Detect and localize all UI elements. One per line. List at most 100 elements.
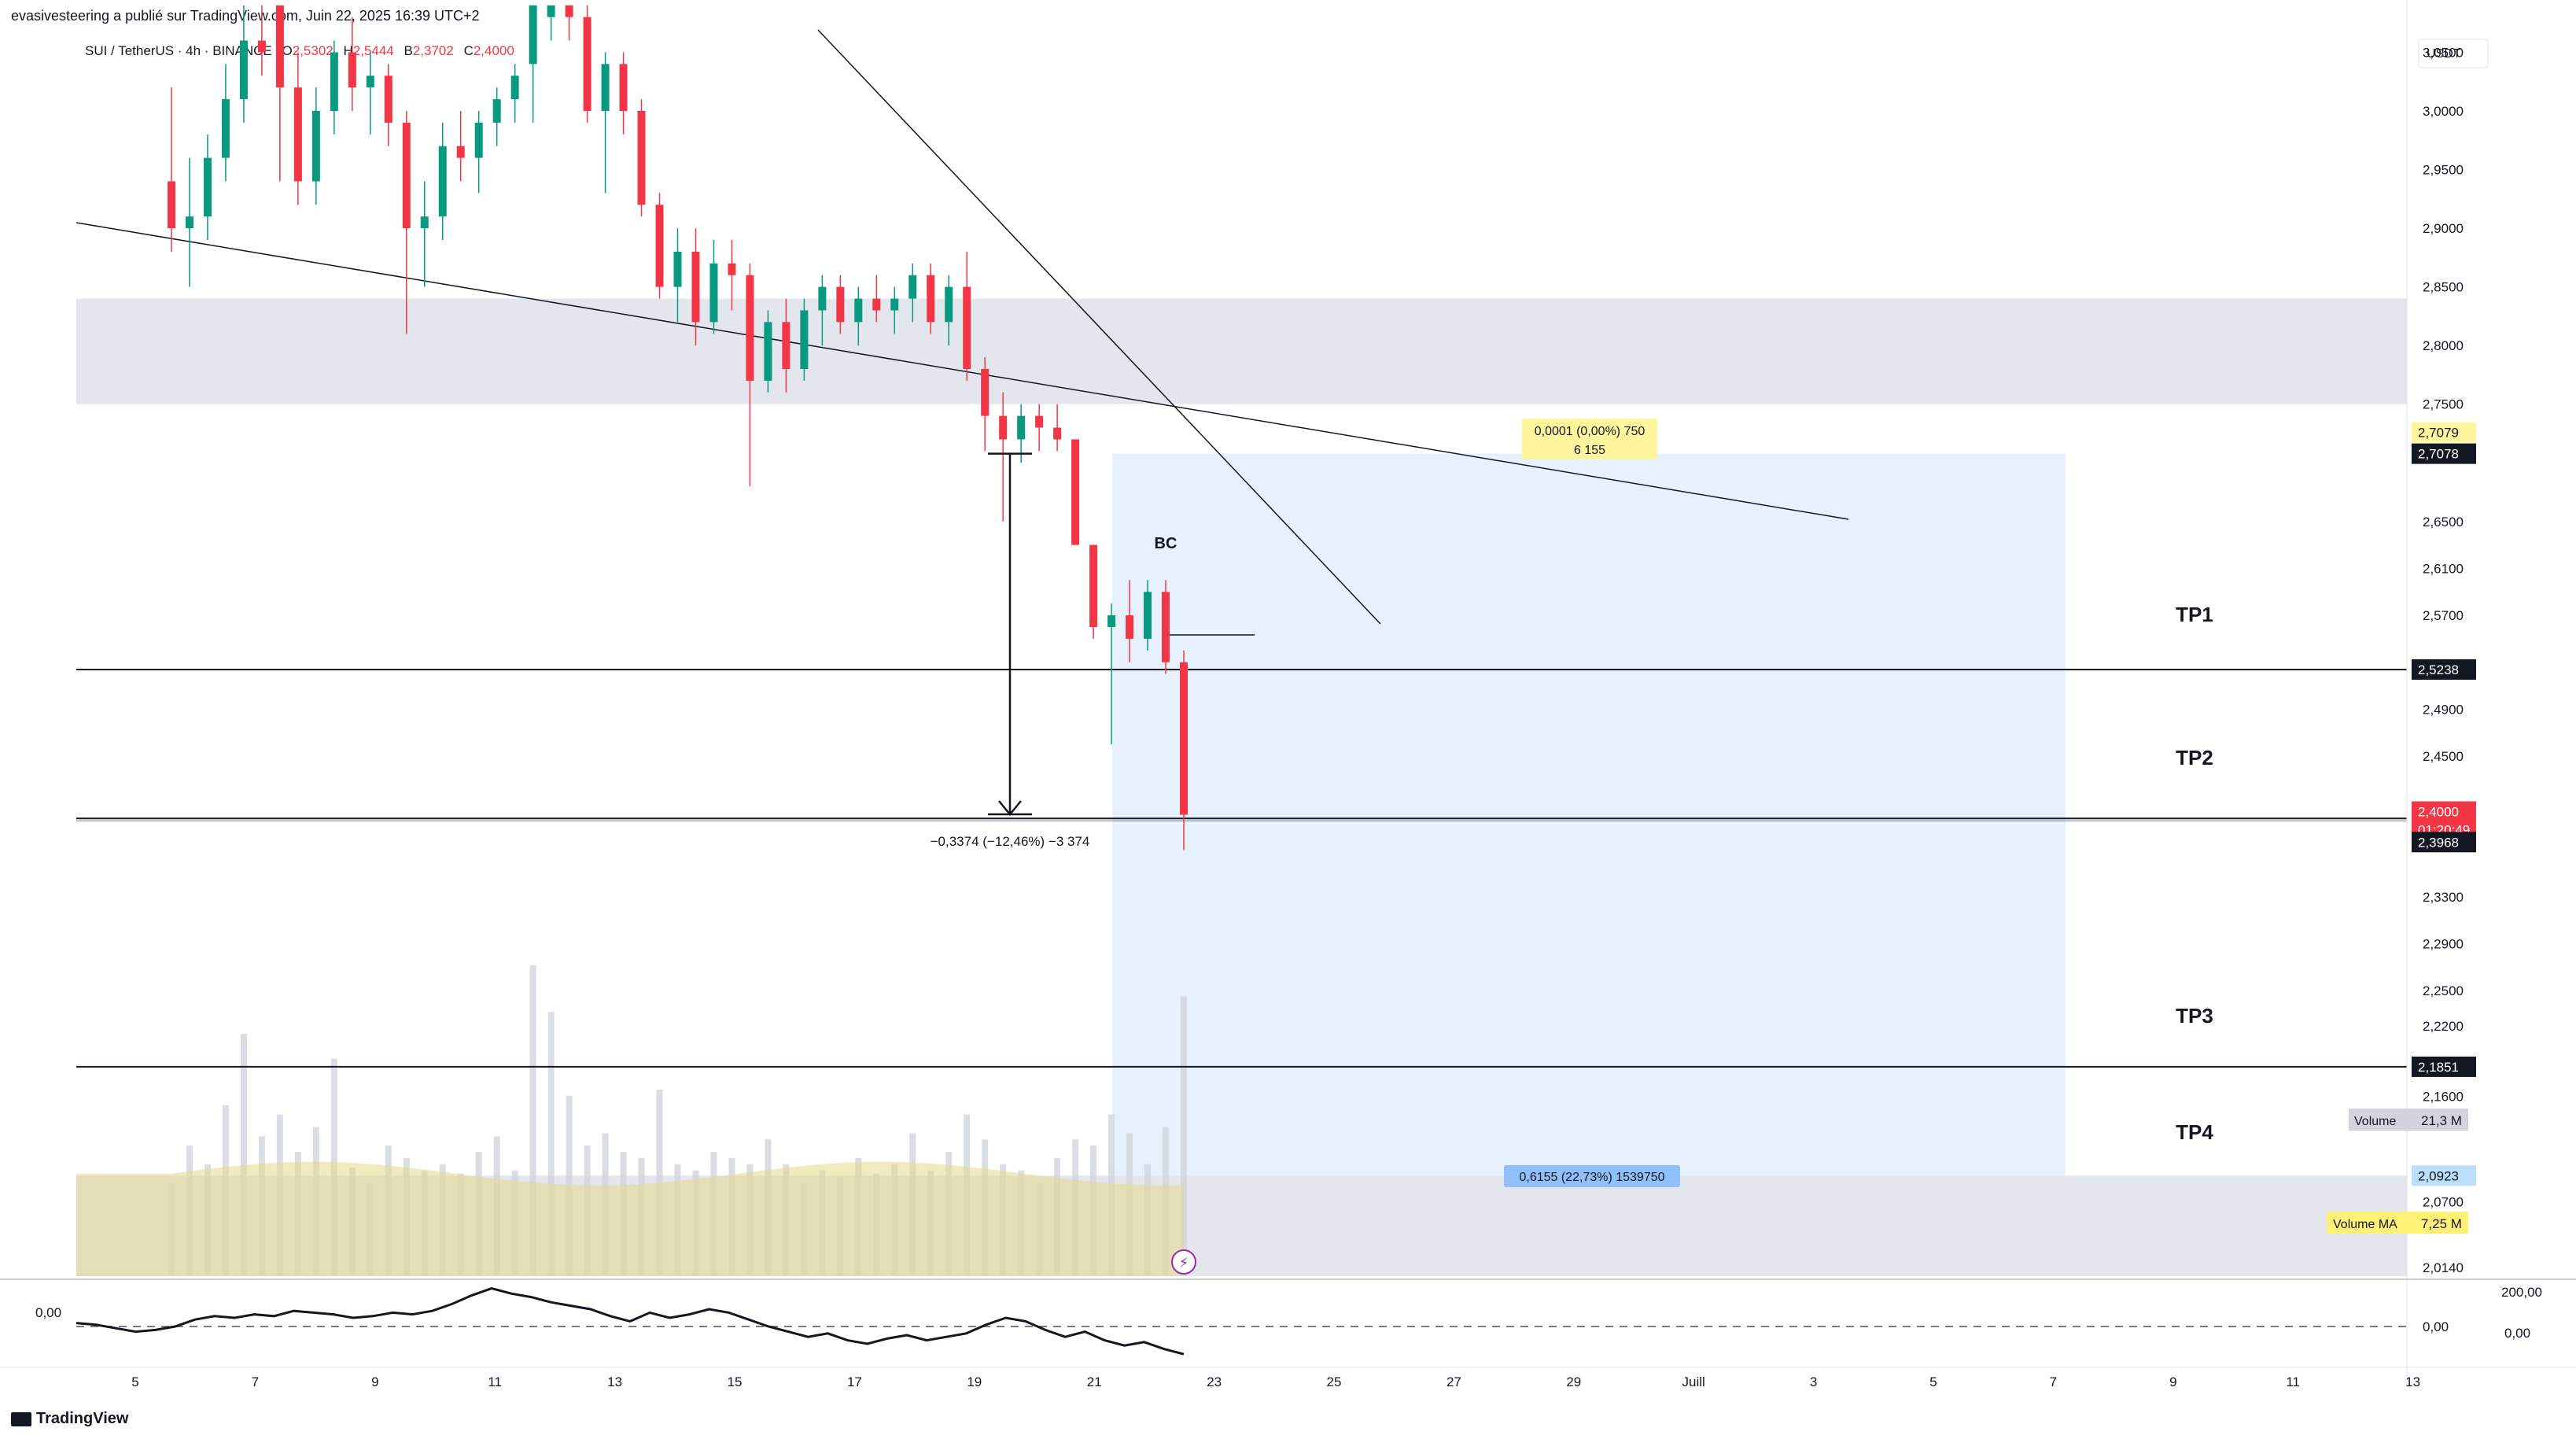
symbol-legend: SUI / TetherUS · 4h · BINANCE O2,5302 H2… <box>85 43 514 59</box>
time-tick: 7 <box>2050 1374 2057 1389</box>
candle-body <box>800 310 809 369</box>
candle-body <box>601 64 610 111</box>
close-value: 2,4000 <box>473 43 514 58</box>
currency-button <box>2418 39 2489 68</box>
time-tick: Juill <box>1682 1374 1705 1389</box>
price-tick: 2,7500 <box>2423 397 2464 412</box>
volume-label-bg <box>2349 1109 2468 1131</box>
time-tick: 7 <box>252 1374 259 1389</box>
target-bottom-text: 0,6155 (22,73%) 1539750 <box>1519 1171 1664 1184</box>
time-tick: 9 <box>371 1374 378 1389</box>
oscillator-right-top: 200,00 <box>2501 1285 2542 1300</box>
oscillator-right-zero: 0,00 <box>2504 1326 2530 1341</box>
candle-body <box>728 263 736 275</box>
candle-body <box>782 322 790 369</box>
brand-name: TradingView <box>36 1410 129 1427</box>
supply-zone <box>76 298 2407 404</box>
candle-body <box>510 76 519 100</box>
time-tick: 15 <box>728 1374 743 1389</box>
price-tick: 2,0700 <box>2423 1195 2464 1210</box>
price-label: 2,7078 <box>2418 447 2459 462</box>
candle-body <box>764 322 772 381</box>
volume-bar <box>547 1012 555 1276</box>
price-tick: 2,2200 <box>2423 1019 2464 1034</box>
price-tick: 2,8500 <box>2423 280 2464 295</box>
price-tick: 2,6100 <box>2423 561 2464 576</box>
candle-body <box>420 216 429 229</box>
candle-body <box>963 286 971 369</box>
candle-body <box>872 298 881 311</box>
time-tick: 21 <box>1087 1374 1102 1389</box>
price-label-bg <box>2412 1056 2476 1077</box>
candle-body <box>1144 592 1152 639</box>
target-top-tag <box>1522 419 1657 459</box>
tradingview-logo-icon <box>11 1411 31 1426</box>
open-label: O <box>282 43 293 58</box>
measure-label: −0,3374 (−12,46%) −3 374 <box>931 834 1090 849</box>
candle-body <box>673 251 682 287</box>
volume-ma-label-name: Volume MA <box>2333 1218 2397 1231</box>
tp3-label: TP3 <box>2176 1004 2213 1028</box>
price-tick: 2,0140 <box>2423 1260 2464 1275</box>
time-tick: 3 <box>1810 1374 1817 1389</box>
candle-body <box>311 111 320 182</box>
target-top-text-1: 0,0001 (0,00%) 750 <box>1535 425 1645 438</box>
candle-body <box>1180 662 1188 815</box>
candle-body <box>384 76 392 123</box>
descending-trendline <box>76 222 1849 520</box>
candle-body <box>637 111 646 205</box>
target-bottom-tag <box>1504 1165 1680 1187</box>
price-tick: 2,5700 <box>2423 608 2464 623</box>
candle-body <box>854 298 863 323</box>
tp1-label: TP1 <box>2176 603 2213 626</box>
candle-body <box>945 286 953 323</box>
price-label-bg <box>2412 443 2476 464</box>
candle-body <box>402 122 411 229</box>
price-tick: 2,4900 <box>2423 702 2464 717</box>
open-value: 2,5302 <box>292 43 334 58</box>
candle-body <box>709 263 718 323</box>
price-label: 2,1851 <box>2418 1060 2459 1075</box>
candle-body <box>1089 544 1098 627</box>
price-tick: 2,2500 <box>2423 983 2464 998</box>
volume-bar <box>529 965 536 1276</box>
oscillator-line <box>76 1287 1185 1356</box>
candle-body <box>999 415 1008 440</box>
price-tick: 2,3300 <box>2423 890 2464 905</box>
candle-body <box>1126 615 1134 639</box>
target-top-text-2: 6 155 <box>1574 444 1605 457</box>
close-label: C <box>463 43 474 58</box>
steep-trendline <box>817 29 1381 625</box>
price-tick: 3,0500 <box>2423 45 2464 60</box>
price-tick: 2,8000 <box>2423 338 2464 353</box>
currency-label: USDT <box>2427 47 2461 61</box>
symbol-name[interactable]: SUI / TetherUS · 4h · BINANCE <box>85 43 272 58</box>
candle-body <box>456 146 465 158</box>
time-tick: 5 <box>131 1374 138 1389</box>
time-tick: 19 <box>967 1374 982 1389</box>
candle-body <box>203 157 212 217</box>
candle-body <box>168 181 175 229</box>
time-tick: 13 <box>2405 1374 2420 1389</box>
candle-body <box>1071 439 1080 545</box>
price-label: 2,5238 <box>2418 662 2459 677</box>
price-tick: 2,2900 <box>2423 937 2464 952</box>
oscillator-left-label: 0,00 <box>35 1305 61 1320</box>
lightning-glyph: ⚡ <box>1179 1255 1189 1271</box>
price-tick: 2,4500 <box>2423 749 2464 764</box>
price-tick: 2,1600 <box>2423 1089 2464 1104</box>
candle-body <box>1107 615 1116 627</box>
candle-body <box>927 275 935 323</box>
candle-body <box>981 368 989 416</box>
candle-body <box>746 275 754 381</box>
candle-body <box>239 40 248 100</box>
time-tick: 9 <box>2169 1374 2176 1389</box>
volume-ma-label-value: 7,25 M <box>2421 1216 2462 1231</box>
candle-body <box>1035 415 1044 428</box>
candle-body <box>293 87 302 182</box>
volume-label-value: 21,3 M <box>2421 1113 2462 1128</box>
candle-body <box>565 5 573 17</box>
time-tick: 25 <box>1327 1374 1342 1389</box>
volume-ma-label-bg <box>2327 1212 2468 1234</box>
